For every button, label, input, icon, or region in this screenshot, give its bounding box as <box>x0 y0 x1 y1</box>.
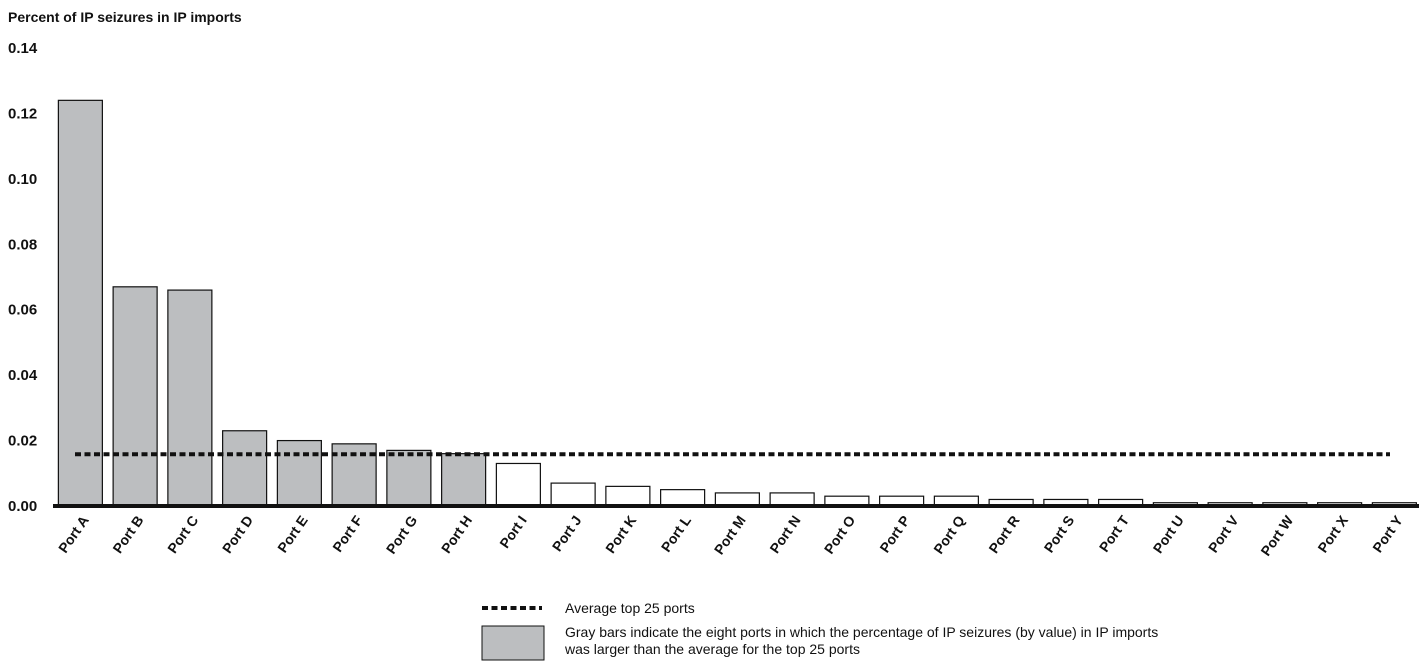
x-tick-label-port-g: Port G <box>383 512 421 556</box>
bar-port-a <box>57 99 103 507</box>
x-tick-label-port-d: Port D <box>219 513 256 557</box>
y-tick-label: 0.10 <box>8 171 37 188</box>
x-tick-label-port-r: Port R <box>985 513 1022 557</box>
x-tick-label-port-k: Port K <box>602 513 639 557</box>
legend-gray-box-swatch <box>481 625 545 661</box>
bar-port-h <box>441 453 487 507</box>
legend-gray-bars-label-line-1: Gray bars indicate the eight ports in wh… <box>565 624 1158 640</box>
x-tick-label-port-n: Port N <box>766 513 803 557</box>
bars <box>57 99 1417 507</box>
x-tick-label-port-a: Port A <box>55 513 92 556</box>
x-tick-label-port-e: Port E <box>274 513 311 556</box>
y-tick-label: 0.14 <box>8 40 38 57</box>
y-tick-label: 0.00 <box>8 498 37 515</box>
bar-port-k <box>605 485 651 507</box>
bar-port-j <box>550 482 596 507</box>
bar-port-l <box>660 489 706 507</box>
y-axis-title: Percent of IP seizures in IP imports <box>8 9 242 25</box>
x-tick-label-port-t: Port T <box>1096 512 1133 555</box>
legend-average-label: Average top 25 ports <box>565 600 695 616</box>
x-tick-label-port-m: Port M <box>711 513 749 558</box>
bar-port-i <box>495 462 541 507</box>
y-tick-label: 0.12 <box>8 105 37 122</box>
x-tick-label-port-j: Port J <box>549 513 585 555</box>
x-axis-labels: Port A Port B Port C Port D Port E Port F Port… <box>55 512 1406 559</box>
x-tick-label-port-i: Port I <box>496 513 530 551</box>
bar-port-b <box>112 286 158 507</box>
legend-gray-bars-label-line-2: was larger than the average for the top … <box>564 641 860 657</box>
x-tick-label-port-c: Port C <box>164 513 201 557</box>
x-tick-label-port-f: Port F <box>329 512 366 555</box>
x-tick-label-port-h: Port H <box>438 513 475 557</box>
x-tick-label-port-x: Port X <box>1314 512 1351 555</box>
bar-port-c <box>167 289 213 507</box>
y-tick-label: 0.08 <box>8 236 37 253</box>
y-tick-label: 0.02 <box>8 433 37 450</box>
bar-port-d <box>222 430 268 507</box>
bar-port-e <box>276 439 322 507</box>
x-tick-label-port-p: Port P <box>876 513 913 556</box>
x-tick-label-port-q: Port Q <box>930 512 968 556</box>
bar-port-g <box>386 449 432 507</box>
y-tick-label: 0.06 <box>8 302 37 319</box>
legend: Average top 25 ports Gray bars indicate … <box>481 600 1158 661</box>
x-tick-label-port-o: Port O <box>821 512 859 556</box>
x-tick-label-port-b: Port B <box>109 513 146 557</box>
x-tick-label-port-w: Port W <box>1257 512 1296 559</box>
x-tick-label-port-l: Port L <box>658 512 695 555</box>
y-tick-label: 0.04 <box>8 367 38 384</box>
y-axis-ticks: 0.00 0.02 0.04 0.06 0.08 0.10 0.12 0.14 <box>8 40 38 515</box>
x-tick-label-port-v: Port V <box>1205 512 1242 555</box>
x-tick-label-port-s: Port S <box>1041 513 1078 556</box>
x-tick-label-port-y: Port Y <box>1369 512 1406 555</box>
x-tick-label-port-u: Port U <box>1150 513 1187 557</box>
